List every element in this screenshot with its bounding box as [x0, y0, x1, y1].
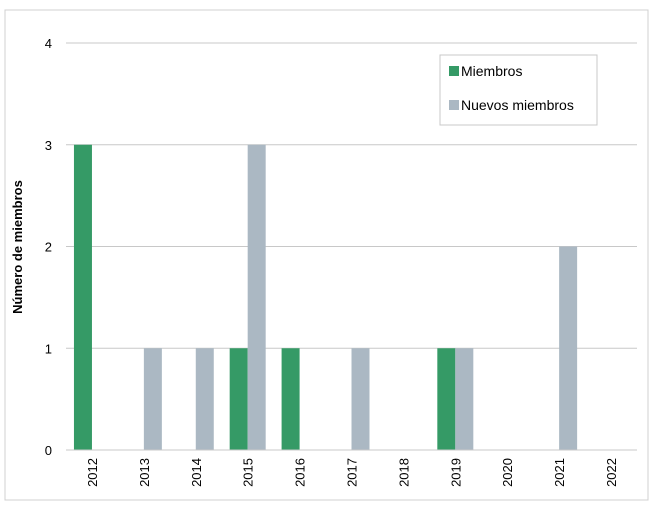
bar: [351, 348, 370, 450]
legend-swatch: [449, 66, 459, 76]
bar: [559, 246, 578, 450]
y-tick-label: 1: [45, 341, 52, 356]
x-tick-label: 2012: [85, 458, 100, 487]
legend-box: [439, 54, 598, 126]
y-tick-label: 3: [45, 138, 52, 153]
x-tick-label: 2020: [500, 458, 515, 487]
x-tick-label: 2021: [552, 458, 567, 487]
y-tick-label: 0: [45, 443, 52, 458]
legend-label: Miembros: [461, 63, 522, 79]
x-tick-label: 2017: [345, 458, 360, 487]
legend-swatch: [449, 100, 459, 110]
x-tick-label: 2016: [293, 458, 308, 487]
y-tick-label: 4: [45, 36, 52, 51]
x-tick-label: 2015: [241, 458, 256, 487]
y-axis-title: Número de miembros: [10, 180, 25, 314]
bar: [455, 348, 474, 450]
bar: [247, 144, 266, 450]
x-tick-label: 2019: [448, 458, 463, 487]
bar: [143, 348, 162, 450]
legend-label: Nuevos miembros: [461, 97, 574, 113]
y-tick-label: 2: [45, 240, 52, 255]
bar: [195, 348, 214, 450]
bar: [73, 144, 92, 450]
bar: [281, 348, 300, 450]
bar: [437, 348, 456, 450]
x-tick-label: 2013: [137, 458, 152, 487]
x-tick-label: 2018: [396, 458, 411, 487]
x-tick-label: 2022: [604, 458, 619, 487]
bar: [229, 348, 248, 450]
x-tick-label: 2014: [189, 458, 204, 487]
